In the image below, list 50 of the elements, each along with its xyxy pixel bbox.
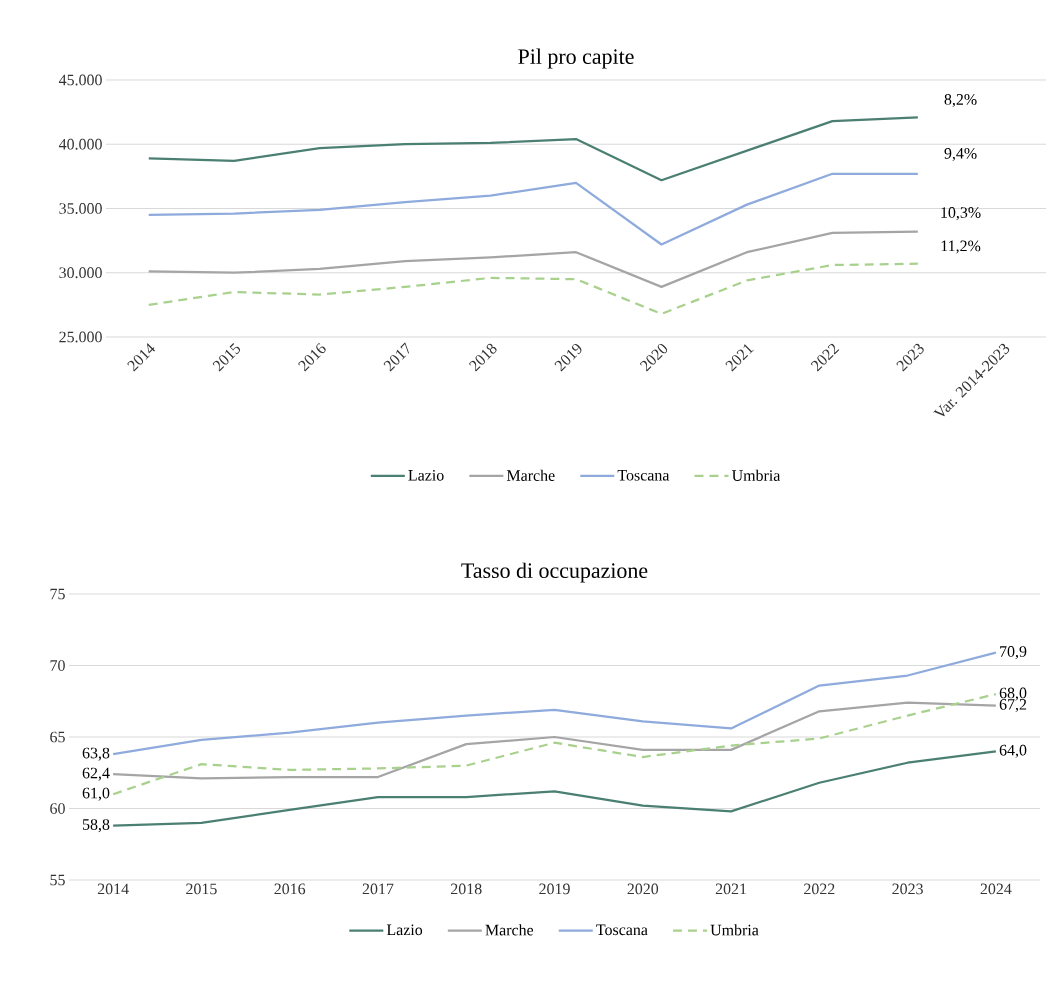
data-label: 70,9 bbox=[1000, 646, 1027, 660]
data-label: 63,8 bbox=[82, 747, 110, 761]
line-series bbox=[112, 750, 997, 827]
x-tick-label: 2024 bbox=[980, 883, 1012, 895]
line-series bbox=[112, 701, 997, 780]
data-label: 67,2 bbox=[999, 699, 1027, 713]
x-tick-label: 2021 bbox=[715, 883, 747, 895]
line-series bbox=[147, 230, 919, 289]
chart-title: Tasso di occupazione bbox=[461, 562, 648, 583]
y-tick-label: 25.000 bbox=[59, 331, 102, 343]
x-tick-label: 2017 bbox=[362, 883, 394, 895]
data-label: 62,4 bbox=[82, 767, 110, 781]
x-tick-label: 2018 bbox=[451, 883, 482, 895]
x-tick-label: 2014 bbox=[97, 883, 129, 895]
y-tick-label: 65 bbox=[50, 731, 65, 743]
annotation: 9,4% bbox=[944, 148, 977, 162]
y-tick-label: 75 bbox=[50, 588, 65, 600]
legend-label: Lazio bbox=[386, 924, 423, 936]
data-label: 64,0 bbox=[999, 744, 1027, 758]
legend-label: Toscana bbox=[617, 469, 670, 481]
y-tick-label: 45.000 bbox=[58, 74, 102, 86]
line-series bbox=[147, 262, 919, 315]
y-tick-label: 60 bbox=[50, 803, 65, 814]
x-tick-label: 2023 bbox=[892, 883, 923, 895]
legend-label: Lazio bbox=[408, 469, 444, 481]
x-tick-label: 2020 bbox=[627, 883, 659, 895]
legend-label: Umbria bbox=[731, 469, 781, 481]
data-label: 58,8 bbox=[82, 819, 110, 833]
line-series bbox=[112, 692, 997, 796]
y-tick-label: 30.000 bbox=[59, 267, 102, 279]
annotation: 10,3% bbox=[941, 207, 981, 221]
legend-label: Toscana bbox=[596, 924, 648, 936]
legend-label: Umbria bbox=[710, 924, 759, 936]
annotation: 8,2% bbox=[944, 94, 977, 108]
line-series bbox=[112, 651, 997, 756]
legend-label: Marche bbox=[506, 469, 555, 481]
data-label: 68,0 bbox=[999, 687, 1027, 701]
x-tick-label: 2019 bbox=[539, 883, 570, 895]
y-tick-label: 35.000 bbox=[59, 203, 102, 214]
y-tick-label: 70 bbox=[50, 660, 65, 671]
legend-label: Marche bbox=[485, 924, 534, 936]
x-tick-label: 2016 bbox=[274, 883, 306, 895]
line-series bbox=[147, 172, 919, 246]
x-tick-label: 2015 bbox=[186, 883, 217, 895]
data-label: 61,0 bbox=[82, 787, 110, 801]
y-tick-label: 55 bbox=[50, 874, 65, 886]
y-tick-label: 40.000 bbox=[58, 138, 102, 150]
chart-title: Pil pro capite bbox=[518, 48, 634, 69]
annotation: 11,2% bbox=[941, 240, 981, 254]
x-tick-label: 2022 bbox=[804, 883, 835, 895]
